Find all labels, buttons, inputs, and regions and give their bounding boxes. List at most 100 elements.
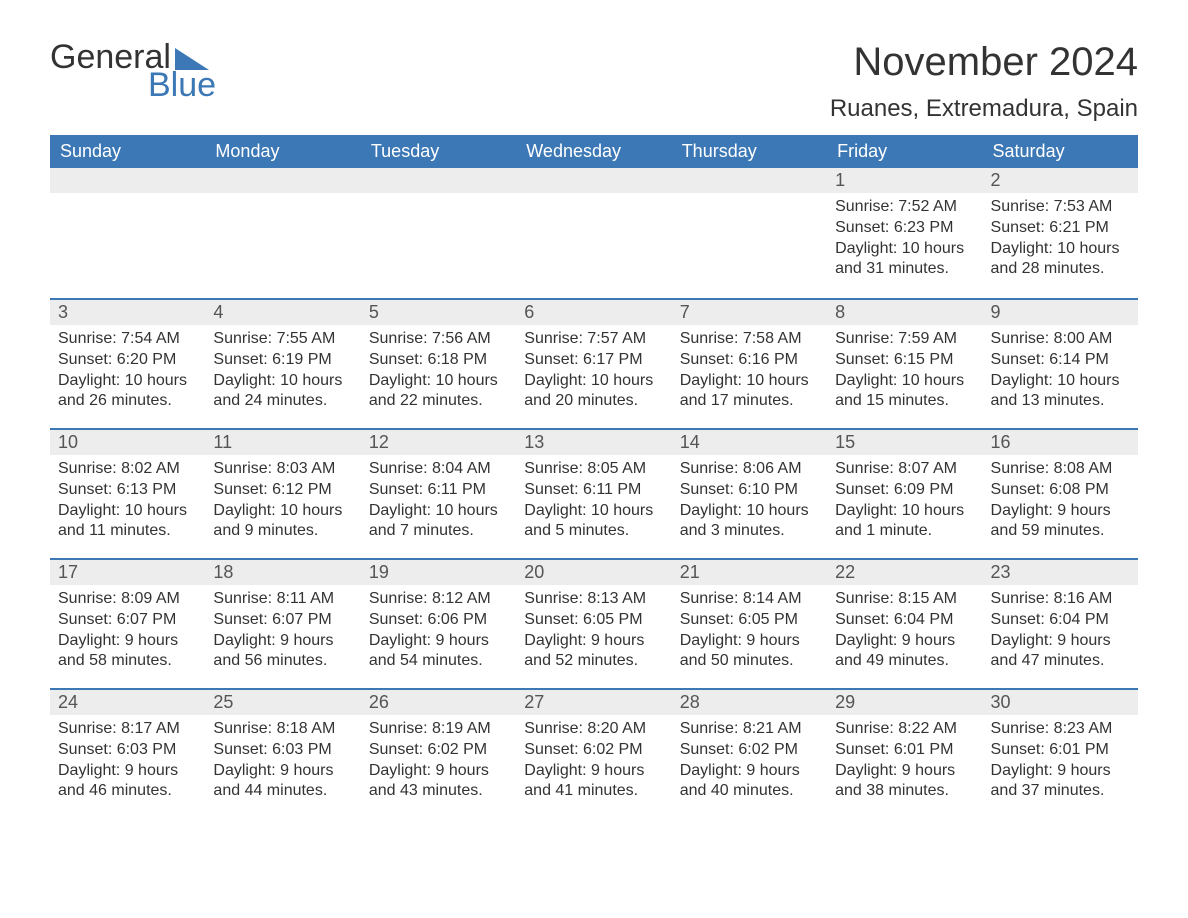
day-details: Sunrise: 8:20 AMSunset: 6:02 PMDaylight:… bbox=[516, 715, 671, 808]
day-details: Sunrise: 8:08 AMSunset: 6:08 PMDaylight:… bbox=[983, 455, 1138, 548]
sunrise-line: Sunrise: 8:14 AM bbox=[680, 589, 819, 610]
calendar-day-cell: 22Sunrise: 8:15 AMSunset: 6:04 PMDayligh… bbox=[827, 558, 982, 688]
day-number: 30 bbox=[983, 688, 1138, 715]
calendar-day-cell: 21Sunrise: 8:14 AMSunset: 6:05 PMDayligh… bbox=[672, 558, 827, 688]
daylight-line: Daylight: 9 hours and 52 minutes. bbox=[524, 631, 663, 673]
daylight-line: Daylight: 10 hours and 5 minutes. bbox=[524, 501, 663, 543]
empty-strip bbox=[50, 168, 205, 193]
empty-strip bbox=[205, 168, 360, 193]
sunset-line: Sunset: 6:21 PM bbox=[991, 218, 1130, 239]
day-details: Sunrise: 7:52 AMSunset: 6:23 PMDaylight:… bbox=[827, 193, 982, 286]
calendar-day-cell: 1Sunrise: 7:52 AMSunset: 6:23 PMDaylight… bbox=[827, 168, 982, 298]
calendar-day-cell: 19Sunrise: 8:12 AMSunset: 6:06 PMDayligh… bbox=[361, 558, 516, 688]
sunset-line: Sunset: 6:10 PM bbox=[680, 480, 819, 501]
sunrise-line: Sunrise: 8:18 AM bbox=[213, 719, 352, 740]
day-number: 28 bbox=[672, 688, 827, 715]
empty-strip bbox=[361, 168, 516, 193]
day-number: 11 bbox=[205, 428, 360, 455]
location-subtitle: Ruanes, Extremadura, Spain bbox=[830, 95, 1138, 123]
day-number: 24 bbox=[50, 688, 205, 715]
calendar-day-cell: 14Sunrise: 8:06 AMSunset: 6:10 PMDayligh… bbox=[672, 428, 827, 558]
sunset-line: Sunset: 6:02 PM bbox=[369, 740, 508, 761]
sunset-line: Sunset: 6:19 PM bbox=[213, 350, 352, 371]
daylight-line: Daylight: 10 hours and 9 minutes. bbox=[213, 501, 352, 543]
sunrise-line: Sunrise: 8:05 AM bbox=[524, 459, 663, 480]
day-number: 6 bbox=[516, 298, 671, 325]
sunrise-line: Sunrise: 7:53 AM bbox=[991, 197, 1130, 218]
calendar-day-cell: 23Sunrise: 8:16 AMSunset: 6:04 PMDayligh… bbox=[983, 558, 1138, 688]
calendar-week-row: 1Sunrise: 7:52 AMSunset: 6:23 PMDaylight… bbox=[50, 168, 1138, 298]
daylight-line: Daylight: 9 hours and 37 minutes. bbox=[991, 761, 1130, 803]
sunrise-line: Sunrise: 8:13 AM bbox=[524, 589, 663, 610]
day-number: 20 bbox=[516, 558, 671, 585]
daylight-line: Daylight: 9 hours and 59 minutes. bbox=[991, 501, 1130, 543]
day-number: 8 bbox=[827, 298, 982, 325]
calendar-day-cell: 20Sunrise: 8:13 AMSunset: 6:05 PMDayligh… bbox=[516, 558, 671, 688]
calendar-day-cell: 8Sunrise: 7:59 AMSunset: 6:15 PMDaylight… bbox=[827, 298, 982, 428]
sunrise-line: Sunrise: 8:08 AM bbox=[991, 459, 1130, 480]
sunset-line: Sunset: 6:03 PM bbox=[58, 740, 197, 761]
calendar-day-cell: 12Sunrise: 8:04 AMSunset: 6:11 PMDayligh… bbox=[361, 428, 516, 558]
sunrise-line: Sunrise: 7:59 AM bbox=[835, 329, 974, 350]
calendar-empty-cell bbox=[205, 168, 360, 298]
sunrise-line: Sunrise: 8:06 AM bbox=[680, 459, 819, 480]
logo: General Blue bbox=[50, 40, 216, 102]
day-number: 1 bbox=[827, 168, 982, 193]
sunrise-line: Sunrise: 7:52 AM bbox=[835, 197, 974, 218]
day-number: 4 bbox=[205, 298, 360, 325]
day-details: Sunrise: 7:59 AMSunset: 6:15 PMDaylight:… bbox=[827, 325, 982, 418]
sunset-line: Sunset: 6:07 PM bbox=[58, 610, 197, 631]
calendar-empty-cell bbox=[516, 168, 671, 298]
sunset-line: Sunset: 6:20 PM bbox=[58, 350, 197, 371]
calendar-day-cell: 13Sunrise: 8:05 AMSunset: 6:11 PMDayligh… bbox=[516, 428, 671, 558]
sunrise-line: Sunrise: 8:09 AM bbox=[58, 589, 197, 610]
daylight-line: Daylight: 10 hours and 24 minutes. bbox=[213, 371, 352, 413]
sunset-line: Sunset: 6:03 PM bbox=[213, 740, 352, 761]
daylight-line: Daylight: 9 hours and 38 minutes. bbox=[835, 761, 974, 803]
daylight-line: Daylight: 9 hours and 46 minutes. bbox=[58, 761, 197, 803]
calendar-day-cell: 6Sunrise: 7:57 AMSunset: 6:17 PMDaylight… bbox=[516, 298, 671, 428]
day-details: Sunrise: 8:12 AMSunset: 6:06 PMDaylight:… bbox=[361, 585, 516, 678]
logo-text-blue: Blue bbox=[148, 68, 216, 102]
daylight-line: Daylight: 9 hours and 47 minutes. bbox=[991, 631, 1130, 673]
sunset-line: Sunset: 6:07 PM bbox=[213, 610, 352, 631]
weekday-header: Wednesday bbox=[516, 135, 671, 168]
day-number: 25 bbox=[205, 688, 360, 715]
day-number: 29 bbox=[827, 688, 982, 715]
sunrise-line: Sunrise: 8:11 AM bbox=[213, 589, 352, 610]
day-number: 17 bbox=[50, 558, 205, 585]
day-details: Sunrise: 8:14 AMSunset: 6:05 PMDaylight:… bbox=[672, 585, 827, 678]
sunrise-line: Sunrise: 8:20 AM bbox=[524, 719, 663, 740]
daylight-line: Daylight: 9 hours and 54 minutes. bbox=[369, 631, 508, 673]
daylight-line: Daylight: 10 hours and 7 minutes. bbox=[369, 501, 508, 543]
calendar-day-cell: 28Sunrise: 8:21 AMSunset: 6:02 PMDayligh… bbox=[672, 688, 827, 818]
sunset-line: Sunset: 6:05 PM bbox=[680, 610, 819, 631]
sunrise-line: Sunrise: 7:54 AM bbox=[58, 329, 197, 350]
sunrise-line: Sunrise: 8:03 AM bbox=[213, 459, 352, 480]
sunrise-line: Sunrise: 8:15 AM bbox=[835, 589, 974, 610]
day-details: Sunrise: 8:15 AMSunset: 6:04 PMDaylight:… bbox=[827, 585, 982, 678]
daylight-line: Daylight: 10 hours and 3 minutes. bbox=[680, 501, 819, 543]
day-details: Sunrise: 7:54 AMSunset: 6:20 PMDaylight:… bbox=[50, 325, 205, 418]
calendar-day-cell: 4Sunrise: 7:55 AMSunset: 6:19 PMDaylight… bbox=[205, 298, 360, 428]
day-number: 3 bbox=[50, 298, 205, 325]
day-details: Sunrise: 8:18 AMSunset: 6:03 PMDaylight:… bbox=[205, 715, 360, 808]
daylight-line: Daylight: 10 hours and 17 minutes. bbox=[680, 371, 819, 413]
sunset-line: Sunset: 6:11 PM bbox=[369, 480, 508, 501]
sunrise-line: Sunrise: 8:07 AM bbox=[835, 459, 974, 480]
calendar-week-row: 17Sunrise: 8:09 AMSunset: 6:07 PMDayligh… bbox=[50, 558, 1138, 688]
sunset-line: Sunset: 6:12 PM bbox=[213, 480, 352, 501]
day-number: 15 bbox=[827, 428, 982, 455]
day-details: Sunrise: 8:11 AMSunset: 6:07 PMDaylight:… bbox=[205, 585, 360, 678]
daylight-line: Daylight: 10 hours and 1 minute. bbox=[835, 501, 974, 543]
daylight-line: Daylight: 9 hours and 43 minutes. bbox=[369, 761, 508, 803]
day-number: 22 bbox=[827, 558, 982, 585]
calendar-week-row: 10Sunrise: 8:02 AMSunset: 6:13 PMDayligh… bbox=[50, 428, 1138, 558]
weekday-header: Tuesday bbox=[361, 135, 516, 168]
weekday-header: Monday bbox=[205, 135, 360, 168]
daylight-line: Daylight: 9 hours and 49 minutes. bbox=[835, 631, 974, 673]
daylight-line: Daylight: 9 hours and 56 minutes. bbox=[213, 631, 352, 673]
calendar-day-cell: 2Sunrise: 7:53 AMSunset: 6:21 PMDaylight… bbox=[983, 168, 1138, 298]
day-details: Sunrise: 8:17 AMSunset: 6:03 PMDaylight:… bbox=[50, 715, 205, 808]
sunset-line: Sunset: 6:23 PM bbox=[835, 218, 974, 239]
